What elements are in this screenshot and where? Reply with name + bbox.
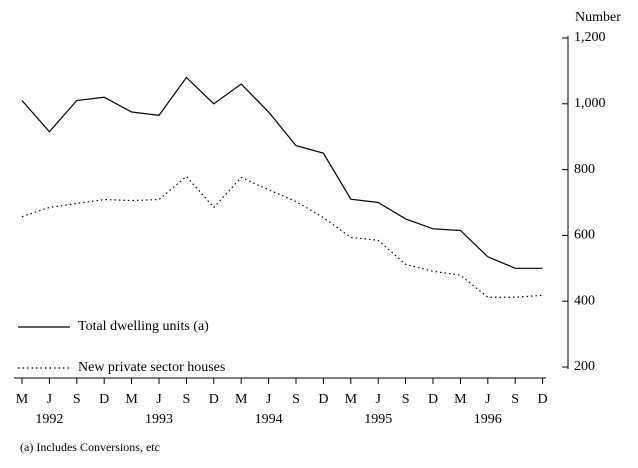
- x-tick-label: D: [538, 392, 548, 407]
- series-line: [21, 175, 543, 298]
- x-tick-label: M: [125, 392, 138, 407]
- x-tick-label: J: [47, 392, 53, 407]
- y-tick-label: 1,200: [574, 30, 606, 45]
- x-tick-label: S: [292, 392, 300, 407]
- x-tick-label: D: [99, 392, 109, 407]
- year-label: 1994: [255, 412, 283, 427]
- x-tick-label: D: [318, 392, 328, 407]
- x-tick-label: S: [402, 392, 410, 407]
- footnote: (a) Includes Conversions, etc: [20, 440, 160, 454]
- x-tick-label: M: [454, 392, 467, 407]
- x-tick-label: D: [428, 392, 438, 407]
- y-tick-label: 600: [574, 228, 595, 243]
- x-tick-label: J: [156, 392, 162, 407]
- x-tick-label: D: [209, 392, 219, 407]
- year-label: 1993: [145, 412, 173, 427]
- legend-label: New private sector houses: [78, 360, 225, 375]
- x-tick-label: S: [73, 392, 81, 407]
- x-tick-label: J: [485, 392, 491, 407]
- legend-label: Total dwelling units (a): [78, 319, 209, 334]
- x-tick-label: M: [16, 392, 29, 407]
- y-tick-label: 1,000: [574, 96, 606, 111]
- x-tick-label: S: [183, 392, 191, 407]
- x-tick-label: M: [345, 392, 358, 407]
- y-tick-label: 400: [574, 293, 595, 308]
- year-label: 1995: [364, 412, 392, 427]
- x-tick-label: J: [375, 392, 381, 407]
- y-axis-title: Number: [575, 10, 621, 25]
- series-line: [21, 76, 543, 269]
- x-tick-label: S: [511, 392, 519, 407]
- y-tick-label: 200: [574, 359, 595, 374]
- y-tick-label: 800: [574, 162, 595, 177]
- x-tick-label: J: [266, 392, 272, 407]
- year-label: 1996: [474, 412, 502, 427]
- x-tick-label: M: [235, 392, 248, 407]
- year-label: 1992: [35, 412, 63, 427]
